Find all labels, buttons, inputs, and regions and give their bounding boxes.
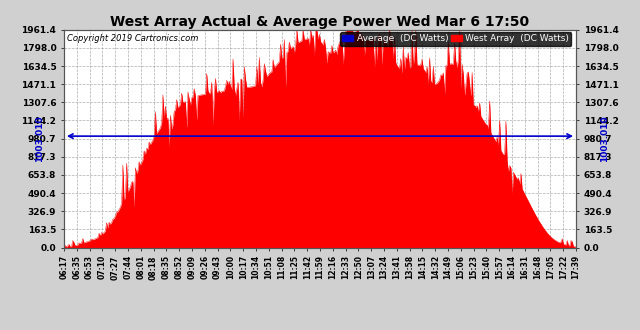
Text: Copyright 2019 Cartronics.com: Copyright 2019 Cartronics.com (67, 34, 198, 43)
Text: 1003.010: 1003.010 (35, 115, 44, 162)
Text: 1003.010: 1003.010 (600, 115, 609, 162)
Legend: Average  (DC Watts), West Array  (DC Watts): Average (DC Watts), West Array (DC Watts… (340, 32, 572, 46)
Title: West Array Actual & Average Power Wed Mar 6 17:50: West Array Actual & Average Power Wed Ma… (111, 15, 529, 28)
